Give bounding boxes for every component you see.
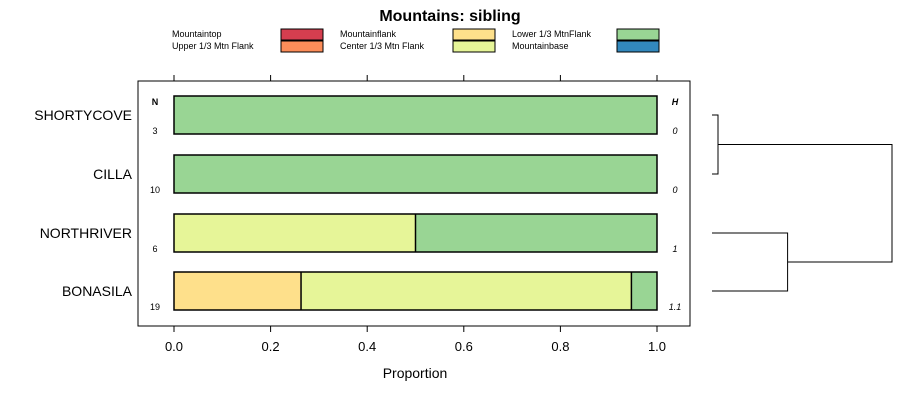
- row-labels: SHORTYCOVE 3 0 CILLA 10 0 NORTHRIVER 6 1 BONASILA…: [34, 107, 681, 312]
- bar-segment: [174, 96, 657, 134]
- legend: Mountaintop Upper 1/3 Mtn Flank Mountainfl…: [172, 28, 660, 53]
- legend-label: Mountaintop: [172, 29, 222, 39]
- x-tick-label: 0.6: [455, 339, 473, 354]
- n-value: 10: [150, 185, 160, 195]
- bar-segment: [631, 272, 657, 310]
- h-value: 1.1: [669, 302, 682, 312]
- legend-swatch: [280, 28, 324, 41]
- chart-title: Mountains: sibling: [379, 8, 520, 25]
- bar-segment: [174, 214, 416, 252]
- n-value: 6: [152, 244, 157, 254]
- legend-label: Mountainflank: [340, 29, 397, 39]
- bar-segment: [415, 214, 657, 252]
- legend-label: Upper 1/3 Mtn Flank: [172, 41, 254, 51]
- x-axis-label: Proportion: [383, 365, 448, 381]
- dendrogram: [712, 114, 893, 292]
- h-column-header: H: [672, 97, 679, 107]
- dendrogram-branch: [712, 114, 719, 175]
- x-axis: 0.0 0.2 0.4 0.6 0.8 1.0: [165, 75, 666, 354]
- row-label: NORTHRIVER: [40, 225, 132, 241]
- n-column-header: N: [152, 97, 159, 107]
- bars-group: [173, 95, 658, 311]
- bar-segment: [174, 272, 302, 310]
- dendrogram-branch: [718, 144, 893, 263]
- legend-swatch: [616, 28, 660, 41]
- x-tick-label: 0.2: [262, 339, 280, 354]
- bar-outline: [173, 95, 658, 135]
- x-tick-label: 0.0: [165, 339, 183, 354]
- h-value: 1: [672, 244, 677, 254]
- n-value: 19: [150, 302, 160, 312]
- h-value: 0: [672, 126, 677, 136]
- legend-swatch: [616, 40, 660, 53]
- bar-outline: [173, 271, 658, 311]
- plot-frame: [137, 80, 691, 327]
- legend-swatch: [280, 40, 324, 53]
- row-label: SHORTYCOVE: [34, 107, 132, 123]
- row-label: BONASILA: [62, 283, 133, 299]
- legend-swatch: [452, 28, 496, 41]
- legend-swatch: [452, 40, 496, 53]
- bar-outline: [173, 154, 658, 194]
- bar-segment: [301, 272, 632, 310]
- row-label: CILLA: [93, 166, 133, 182]
- h-value: 0: [672, 185, 677, 195]
- x-tick-label: 0.8: [551, 339, 569, 354]
- x-tick-label: 0.4: [358, 339, 376, 354]
- legend-label: Lower 1/3 MtnFlank: [512, 29, 592, 39]
- bar-outline: [173, 213, 658, 253]
- n-value: 3: [152, 126, 157, 136]
- legend-label: Mountainbase: [512, 41, 569, 51]
- bar-segment: [174, 155, 657, 193]
- dendrogram-branch: [712, 232, 789, 292]
- legend-label: Center 1/3 Mtn Flank: [340, 41, 425, 51]
- x-tick-label: 1.0: [648, 339, 666, 354]
